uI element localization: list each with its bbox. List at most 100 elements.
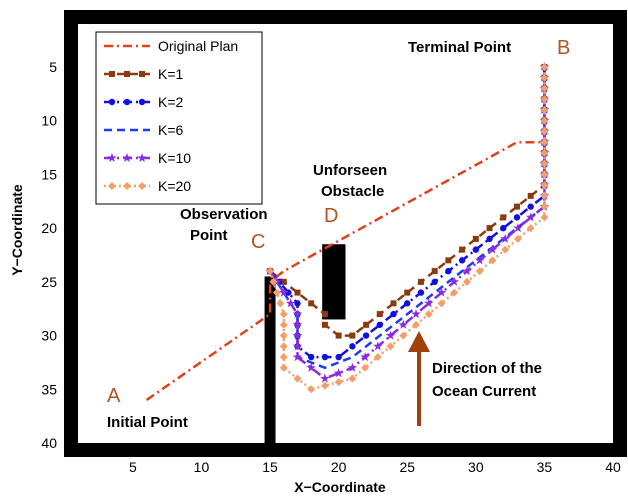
series-point: [272, 288, 281, 297]
series-point: [363, 321, 370, 328]
series-point: [373, 353, 382, 362]
series-point: [462, 266, 472, 276]
series-point: [431, 268, 438, 275]
series-point: [540, 148, 549, 157]
legend-marker: [123, 98, 131, 106]
terminal-letter: B: [557, 37, 570, 59]
y-axis-ticks: 5 10 15 20 25 30 35 40: [41, 59, 57, 451]
series-point: [540, 159, 549, 168]
series-point: [398, 319, 409, 329]
series-point: [321, 353, 329, 361]
series-point: [459, 246, 466, 253]
series-point: [335, 353, 342, 361]
x-tick-label: 15: [262, 459, 278, 475]
legend-marker: [123, 182, 131, 190]
series-point: [279, 353, 288, 362]
y-tick-label: 15: [41, 166, 57, 182]
initial-letter: A: [107, 385, 121, 407]
legend-marker: [109, 71, 115, 77]
series-line: [269, 67, 546, 359]
observation-label-1: Observation: [180, 206, 268, 223]
series-point: [540, 62, 549, 71]
legend-entry: K=6: [104, 122, 184, 138]
series-point: [424, 310, 433, 319]
series-point: [540, 181, 549, 190]
series-point: [450, 288, 459, 297]
series-point: [321, 311, 328, 318]
series-point: [540, 95, 549, 104]
series-point: [285, 298, 296, 308]
initial-point-label: Initial Point: [107, 414, 188, 431]
series-point: [500, 233, 510, 243]
x-tick-label: 10: [194, 459, 210, 475]
series-point: [279, 310, 288, 319]
series-point: [463, 277, 472, 286]
series-point: [373, 341, 383, 351]
x-tick-label: 40: [605, 459, 621, 475]
series-point: [293, 374, 302, 383]
series-point: [540, 138, 549, 147]
series-point: [279, 331, 288, 340]
series-point: [390, 300, 397, 307]
legend-label: K=1: [158, 66, 184, 82]
series-point: [513, 223, 523, 233]
legend-entry: K=20: [104, 178, 191, 194]
legend-label: K=6: [158, 122, 184, 138]
series-point: [320, 381, 329, 390]
x-tick-label: 30: [468, 459, 484, 475]
series-point: [333, 368, 344, 378]
series-layer: [145, 62, 550, 402]
series-point: [360, 352, 370, 362]
series-point: [334, 378, 343, 387]
x-axis-label: X−Coordinate: [294, 479, 386, 495]
series-point: [292, 319, 303, 329]
series-point: [475, 255, 485, 265]
series-point: [308, 353, 315, 361]
current-arrow-head: [408, 331, 430, 352]
series-point: [269, 277, 278, 286]
series-point: [306, 362, 316, 372]
legend-label: K=20: [158, 178, 191, 194]
y-tick-label: 40: [41, 435, 57, 451]
series-point: [294, 300, 301, 307]
series-point: [445, 257, 452, 264]
series-point: [307, 385, 316, 394]
series-point: [292, 352, 303, 362]
series-point: [540, 170, 549, 179]
series-point: [386, 342, 395, 351]
x-tick-label: 25: [399, 459, 415, 475]
series-point: [376, 311, 383, 318]
series-point: [294, 289, 301, 296]
series-5: [266, 62, 549, 394]
series-point: [361, 363, 370, 372]
series-point: [513, 203, 520, 210]
legend-marker: [122, 153, 132, 162]
series-point: [280, 278, 287, 285]
series-point: [540, 191, 549, 200]
observation-letter: C: [251, 231, 265, 253]
series-point: [437, 299, 446, 308]
y-tick-label: 5: [49, 59, 57, 75]
series-point: [279, 363, 288, 372]
series-point: [486, 235, 493, 243]
series-point: [500, 224, 507, 232]
legend-marker: [108, 182, 116, 190]
y-tick-label: 10: [41, 113, 57, 129]
legend-label: K=10: [158, 150, 191, 166]
legend: Original Plan K=1 K=2 K=6 K=10 K=20: [95, 31, 263, 205]
series-point: [513, 214, 521, 221]
series-point: [540, 116, 549, 125]
y-axis-label: Y−Coordinate: [9, 184, 25, 276]
x-tick-label: 35: [537, 459, 553, 475]
series-point: [540, 84, 549, 93]
series-point: [412, 320, 421, 329]
obstacles: [264, 244, 346, 443]
series-point: [513, 234, 522, 243]
series-point: [308, 300, 315, 307]
series-point: [279, 320, 288, 329]
series-point: [475, 267, 484, 276]
legend-marker: [107, 153, 117, 162]
series-point: [525, 212, 536, 222]
series-point: [501, 245, 510, 254]
